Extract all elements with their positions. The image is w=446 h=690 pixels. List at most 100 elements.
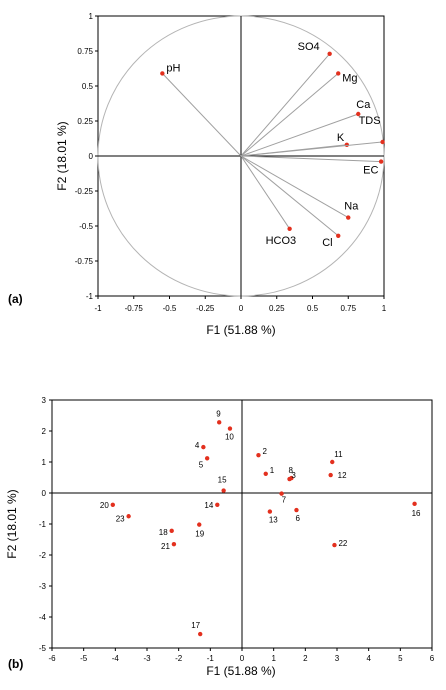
observation-label: 18 <box>159 528 168 537</box>
observation-label: 11 <box>334 450 343 459</box>
loading-point <box>356 111 361 117</box>
observation-label: 1 <box>270 466 275 475</box>
observation-point <box>221 488 226 493</box>
x-tick-label-b: -1 <box>207 654 215 663</box>
observation-label: 15 <box>218 476 227 485</box>
variable-label: Mg <box>342 72 357 84</box>
y-tick-label-b: -2 <box>39 551 47 560</box>
variable-label: HCO3 <box>266 235 297 247</box>
x-tick-label-a: 0.75 <box>340 304 356 313</box>
x-tick-label-a: 0.5 <box>307 304 319 313</box>
observation-label: 13 <box>269 516 278 525</box>
observation-point <box>204 456 210 461</box>
loading-vector <box>240 73 339 157</box>
observation-point <box>217 420 222 425</box>
observation-label: 8 <box>289 466 294 475</box>
loading-vector <box>240 155 291 230</box>
loading-vector <box>240 53 331 157</box>
x-tick-label-b: -3 <box>143 654 151 663</box>
y-tick-label-b: 2 <box>42 427 47 436</box>
y-tick-label-a: 0 <box>89 152 94 161</box>
loading-point <box>346 215 351 220</box>
observation-point <box>215 502 220 507</box>
x-tick-label-b: 6 <box>430 654 435 663</box>
x-tick-label-b: 0 <box>240 654 245 663</box>
loading-vector <box>240 155 339 237</box>
loading-point <box>327 51 332 56</box>
x-tick-label-a: 1 <box>382 304 387 313</box>
observation-point <box>171 541 177 547</box>
x-tick-label-b: 5 <box>398 654 403 663</box>
variable-label: K <box>337 132 345 144</box>
x-tick-label-a: -0.5 <box>163 304 177 313</box>
loading-point <box>380 139 385 145</box>
observation-label: 9 <box>216 409 221 418</box>
y-tick-label-a: 1 <box>89 12 94 21</box>
observation-label: 20 <box>100 501 109 510</box>
observation-point <box>169 528 174 534</box>
observation-label: 10 <box>225 433 234 442</box>
x-tick-label-a: 0 <box>239 304 244 313</box>
y-tick-label-b: -5 <box>39 644 47 653</box>
x-tick-label-a: -0.75 <box>125 304 144 313</box>
observation-point <box>201 444 206 450</box>
variable-label: EC <box>363 165 378 177</box>
x-tick-label-b: -5 <box>80 654 88 663</box>
observation-label: 16 <box>412 509 421 518</box>
x-tick-label-b: 3 <box>335 654 340 663</box>
loading-vector <box>161 73 242 157</box>
loading-point <box>336 71 341 76</box>
loading-point <box>378 159 384 164</box>
observation-point <box>267 509 273 514</box>
observation-label: 21 <box>161 542 170 551</box>
loading-vector <box>240 113 359 157</box>
x-tick-label-b: 2 <box>303 654 308 663</box>
observation-point <box>198 631 203 637</box>
observation-label: 3 <box>291 471 296 480</box>
loading-point <box>336 233 341 238</box>
x-axis-title-a: F1 (51.88 %) <box>206 323 275 337</box>
loading-point <box>287 226 292 231</box>
y-tick-label-a: -0.75 <box>75 257 94 266</box>
observation-label: 12 <box>338 471 347 480</box>
loading-point <box>160 71 165 76</box>
observation-point <box>197 522 202 527</box>
observation-label: 5 <box>199 460 204 469</box>
y-tick-label-b: -1 <box>39 520 47 529</box>
x-tick-label-a: 0.25 <box>269 304 285 313</box>
y-tick-label-a: -1 <box>86 292 94 301</box>
observation-label: 22 <box>338 539 347 548</box>
observation-label: 2 <box>262 447 267 456</box>
variable-label: TDS <box>359 115 381 127</box>
panel-label-a: (a) <box>8 292 23 306</box>
correlation-circle-panel: -1 -0.75 -0.5 -0.25 0 0.25 0.5 0.75 1 1 0.75 0.5 0.2… <box>8 12 387 337</box>
observation-point <box>110 502 116 507</box>
observation-point <box>330 459 335 465</box>
loading-point <box>344 142 350 147</box>
observation-label: 23 <box>116 514 125 523</box>
x-tick-label-a: -1 <box>94 304 102 313</box>
observation-point <box>328 472 333 478</box>
observation-label: 17 <box>191 621 200 630</box>
y-axis-title-b: F2 (18.01 %) <box>5 489 19 558</box>
y-tick-label-b: -4 <box>39 613 47 622</box>
x-tick-label-b: 4 <box>366 654 371 663</box>
y-tick-label-b: -3 <box>39 582 47 591</box>
x-tick-label-b: -6 <box>48 654 56 663</box>
variable-label: pH <box>166 62 180 74</box>
observation-label: 7 <box>282 496 287 505</box>
observation-label: 4 <box>195 441 200 450</box>
variable-label: Cl <box>322 237 332 249</box>
observation-point <box>227 426 233 431</box>
variable-label: Ca <box>356 99 371 111</box>
y-axis-title-a: F2 (18.01 %) <box>55 121 69 190</box>
x-tick-label-b: 1 <box>271 654 276 663</box>
observation-point <box>126 514 131 519</box>
observation-point <box>263 471 268 476</box>
x-tick-label-b: -4 <box>112 654 120 663</box>
variable-label: Na <box>344 201 359 213</box>
y-tick-label-b: 3 <box>42 396 47 405</box>
panel-label-b: (b) <box>8 657 23 671</box>
